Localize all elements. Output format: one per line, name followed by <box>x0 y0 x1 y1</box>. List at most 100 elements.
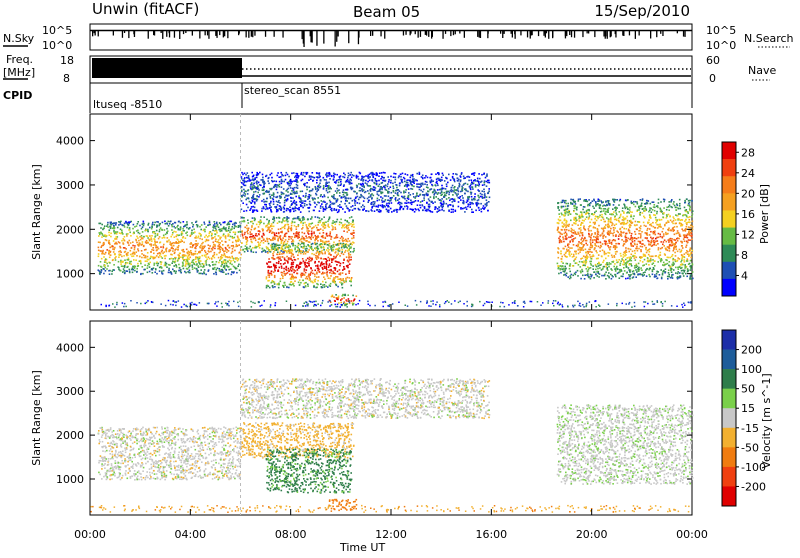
nsearch-tick-bottom: 10^0 <box>706 39 736 52</box>
nsky-dropout <box>274 31 275 37</box>
nsky-dropout <box>502 31 503 38</box>
nsky-dropout <box>552 31 553 37</box>
colorbar-step <box>722 176 736 193</box>
xtick-label: 20:00 <box>576 528 608 541</box>
nsky-panel: N.Sky 10^5 10^0 10^5 10^0 N.Search <box>3 24 794 52</box>
ytick-label: 1000 <box>56 268 84 281</box>
colorbar-tick-label: -15 <box>741 422 759 435</box>
nsky-dropout <box>265 31 266 37</box>
nave-tick-top: 60 <box>706 54 720 67</box>
nsky-dropout <box>531 31 532 36</box>
nsky-dropout <box>607 31 608 39</box>
nsky-dropout <box>453 31 454 35</box>
nsky-dropout <box>428 31 429 37</box>
nsky-dropout <box>252 31 253 37</box>
colorbar-step <box>722 350 736 370</box>
freq-tick-top: 18 <box>60 54 74 67</box>
nsky-dropout <box>504 31 505 34</box>
colorbar-tick-label: 4 <box>741 269 748 282</box>
colorbar-step <box>722 279 736 296</box>
nsky-dropout <box>418 31 419 38</box>
nsky-dropout <box>207 31 208 35</box>
power-colorbar-label: Power [dB] <box>758 184 771 244</box>
nsky-dropout <box>512 31 513 38</box>
nsky-dropout <box>166 31 167 37</box>
nsky-dropout <box>124 31 125 33</box>
nsky-dropout <box>683 31 684 37</box>
xtick-label: 00:00 <box>676 528 708 541</box>
nsky-dropout <box>660 31 661 34</box>
nsky-dropout <box>219 31 220 35</box>
colorbar-step <box>722 159 736 176</box>
nsky-dropout <box>358 31 359 44</box>
ltuseq-frequency-block <box>92 58 242 78</box>
ytick-label: 3000 <box>56 385 84 398</box>
colorbar-step <box>722 228 736 245</box>
colorbar-tick-label: 28 <box>741 146 755 159</box>
nsky-dropout <box>282 31 283 38</box>
nsky-dropout <box>370 31 371 36</box>
nsky-dropout <box>571 31 572 37</box>
nsky-dropout <box>548 31 549 39</box>
xtick-label: 08:00 <box>275 528 307 541</box>
nsky-dropout <box>587 31 588 33</box>
nsky-dropout <box>432 31 433 37</box>
colorbar-step <box>722 447 736 467</box>
colorbar-tick-label: -200 <box>741 480 766 493</box>
nsky-tick-top: 10^5 <box>42 24 72 37</box>
colorbar-step <box>722 210 736 227</box>
nsky-dropout <box>569 31 570 35</box>
nsky-dropout <box>128 31 129 38</box>
ytick-label: 4000 <box>56 135 84 148</box>
xtick-label: 12:00 <box>375 528 407 541</box>
nsky-dropout <box>500 31 501 34</box>
nsky-dropout <box>442 31 443 39</box>
nsky-dropout <box>227 31 228 38</box>
station-title: Unwin (fitACF) <box>92 0 199 18</box>
nsky-dropout <box>98 31 99 36</box>
nsky-dropout <box>405 31 406 35</box>
nsky-dropout <box>488 31 489 34</box>
nsky-dropout <box>480 31 481 38</box>
nsky-dropout <box>239 31 240 34</box>
nsky-dropout <box>615 31 616 34</box>
nsky-dropout <box>479 31 480 38</box>
ytick-label: 2000 <box>56 429 84 442</box>
nsky-dropout <box>622 31 623 36</box>
colorbar-step <box>722 486 736 506</box>
nsky-dropout <box>650 31 651 39</box>
nsky-dropout <box>154 31 155 36</box>
xtick-label: 16:00 <box>475 528 507 541</box>
nsky-dropout <box>605 31 606 36</box>
nsky-dropout <box>310 31 311 36</box>
nsky-dropout <box>527 31 528 37</box>
nsky-dropout <box>639 31 640 36</box>
nsky-dropout <box>426 31 427 36</box>
nsky-dropout <box>415 31 416 34</box>
nsky-dropout <box>134 31 135 34</box>
nave-tick-bottom: 0 <box>709 72 716 85</box>
nsky-dropout <box>380 31 381 36</box>
nsky-dropout <box>455 31 456 34</box>
colorbar-tick-label: 20 <box>741 187 755 200</box>
freq-unit: [MHz] <box>3 66 35 79</box>
nsky-dropout <box>336 31 337 42</box>
nsky-dropout <box>445 31 446 34</box>
nsky-dropout <box>464 31 465 38</box>
nsky-dropout <box>335 31 336 47</box>
colorbar-tick-label: -50 <box>741 441 759 454</box>
nsky-dropout <box>185 31 186 33</box>
xtick-label: 04:00 <box>174 528 206 541</box>
nsky-dropout <box>348 31 349 43</box>
nsky-dropout <box>312 31 313 43</box>
nsky-dropout <box>520 31 521 35</box>
nsky-dropout <box>323 31 324 44</box>
colorbar-tick-label: 8 <box>741 249 748 262</box>
nsky-dropout <box>450 31 451 36</box>
nsky-dropout <box>603 31 604 37</box>
nsky-dropout <box>174 31 175 38</box>
